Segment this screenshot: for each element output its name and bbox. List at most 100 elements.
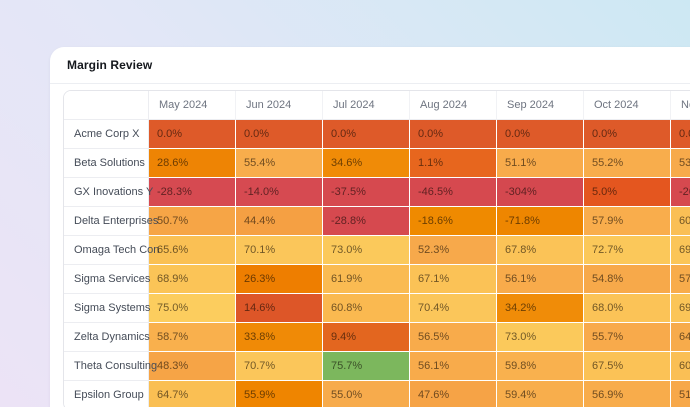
margin-value-cell: 50.7% <box>149 207 236 236</box>
margin-value-cell: 70.4% <box>410 294 497 323</box>
table-row: Zelta Dynamics 58.7% 33.8% 9.4% 56.5% 73.0% 55… <box>64 323 690 352</box>
company-name: Sigma Systems <box>64 294 150 323</box>
margin-value-cell: 52.3% <box>410 236 497 265</box>
margin-value-cell: 60.8% <box>323 294 410 323</box>
company-name: GX Inovations Y <box>64 178 153 207</box>
margin-review-card: Margin Review May 2024 Jun 2024 <box>50 47 690 407</box>
margin-value-cell: 0.0% <box>323 120 410 149</box>
margin-value-cell: 0.0% <box>497 120 584 149</box>
table-row: Epsilon Group 64.7% 55.9% 55.0% 47.6% 59.4% 56… <box>64 381 690 407</box>
margin-value-cell: -304% <box>497 178 584 207</box>
margin-value-cell: 14.6% <box>236 294 323 323</box>
table-row: Sigma Systems 75.0% 14.6% 60.8% 70.4% 34.2% 68… <box>64 294 690 323</box>
header-row: May 2024 Jun 2024 Jul 2024 Aug 2024 Sep … <box>64 91 690 120</box>
margin-value-cell: -71.8% <box>497 207 584 236</box>
margin-value-cell: 73.0% <box>323 236 410 265</box>
column-header-jul: Jul 2024 <box>323 91 410 120</box>
table-row: Acme Corp X0.0%0.0%0.0%0.0%0.0%0.0%0.0 <box>64 120 690 149</box>
company-name: Beta Solutions <box>64 149 149 178</box>
company-name: Zelta Dynamics <box>64 323 150 352</box>
margin-value-cell: 0.0 <box>671 120 690 149</box>
margin-value-cell: 67.1% <box>410 265 497 294</box>
margin-value-cell: 55.0% <box>323 381 410 407</box>
company-name: Theta Consulting <box>64 352 157 381</box>
column-header-nov: Nov 2024 <box>671 91 690 120</box>
margin-value-cell: -14.0% <box>236 178 323 207</box>
margin-value-cell: 75.0% <box>149 294 236 323</box>
margin-value-cell: 34.2% <box>497 294 584 323</box>
margin-value-cell: 69. <box>671 236 690 265</box>
company-name: Delta Enterprises <box>64 207 158 236</box>
corner-cell <box>64 91 149 120</box>
column-header-sep: Sep 2024 <box>497 91 584 120</box>
margin-value-cell: 72.7% <box>584 236 671 265</box>
margin-value-cell: 55.7% <box>584 323 671 352</box>
table-row: Delta Enterprises 50.7% 44.4% -28.8% -18.6% -… <box>64 207 690 236</box>
margin-value-cell: 58.7% <box>149 323 236 352</box>
card-header: Margin Review <box>50 47 690 84</box>
table-row: Omaga Tech Con 65.6% 70.1% 73.0% 52.3% 67.8% 7… <box>64 236 690 265</box>
column-header-oct: Oct 2024 <box>584 91 671 120</box>
margin-value-cell: 51.1% <box>497 149 584 178</box>
table-row: Beta Solutions 28.6% 55.4% 34.6% 1.1% 51.1% 55… <box>64 149 690 178</box>
margin-value-cell: 57.9% <box>584 207 671 236</box>
margin-value-cell: 55.9% <box>236 381 323 407</box>
margin-value-cell: -28.3% <box>149 178 236 207</box>
company-name: Sigma Services <box>64 265 150 294</box>
margin-value-cell: 26.3% <box>236 265 323 294</box>
margin-value-cell: 64.7% <box>149 381 236 407</box>
margin-value-cell: 0.0% <box>236 120 323 149</box>
table-row: GX Inovations Y -28.3% -14.0% -37.5% -46.5% -… <box>64 178 690 207</box>
margin-value-cell: 70.7% <box>236 352 323 381</box>
margin-value-cell: 57. <box>671 265 690 294</box>
margin-value-cell: 34.6% <box>323 149 410 178</box>
margin-value-cell: 67.5% <box>584 352 671 381</box>
table-row: Sigma Services 68.9% 26.3% 61.9% 67.1% 56.1% 5… <box>64 265 690 294</box>
margin-value-cell: 61.9% <box>323 265 410 294</box>
table-frame: May 2024 Jun 2024 Jul 2024 Aug 2024 Sep … <box>63 90 690 407</box>
column-header-aug: Aug 2024 <box>410 91 497 120</box>
column-header-jun: Jun 2024 <box>236 91 323 120</box>
table-body: Acme Corp X0.0%0.0%0.0%0.0%0.0%0.0%0.0Be… <box>64 120 690 407</box>
margin-value-cell: 55.2% <box>584 149 671 178</box>
company-name: Acme Corp X <box>64 120 149 149</box>
margin-value-cell: 60. <box>671 207 690 236</box>
margin-value-cell: 47.6% <box>410 381 497 407</box>
margin-value-cell: 0.0% <box>149 120 236 149</box>
margin-value-cell: 9.4% <box>323 323 410 352</box>
margin-value-cell: 56.5% <box>410 323 497 352</box>
margin-value-cell: 60. <box>671 352 690 381</box>
margin-value-cell: 5.0% <box>584 178 671 207</box>
margin-value-cell: 59.8% <box>497 352 584 381</box>
margin-value-cell: 68.9% <box>149 265 236 294</box>
margin-value-cell: 70.1% <box>236 236 323 265</box>
margin-value-cell: 54.8% <box>584 265 671 294</box>
margin-value-cell: 53. <box>671 149 690 178</box>
margin-value-cell: 28.6% <box>149 149 236 178</box>
margin-value-cell: 69. <box>671 294 690 323</box>
margin-value-cell: -18.6% <box>410 207 497 236</box>
margin-value-cell: 44.4% <box>236 207 323 236</box>
margin-value-cell: 48.3% <box>149 352 236 381</box>
table-row: Theta Consulting 48.3% 70.7% 75.7% 56.1% 59.8… <box>64 352 690 381</box>
margin-value-cell: 56.1% <box>410 352 497 381</box>
margin-value-cell: -28.8% <box>323 207 410 236</box>
margin-value-cell: -37.5% <box>323 178 410 207</box>
company-name: Epsilon Group <box>64 381 149 407</box>
margin-value-cell: 64. <box>671 323 690 352</box>
margin-value-cell: 51. <box>671 381 690 407</box>
company-name: Omaga Tech Con <box>64 236 159 265</box>
margin-value-cell: 73.0% <box>497 323 584 352</box>
margin-value-cell: -26 <box>671 178 690 207</box>
margin-value-cell: 75.7% <box>323 352 410 381</box>
margin-value-cell: 56.9% <box>584 381 671 407</box>
margin-value-cell: -46.5% <box>410 178 497 207</box>
margin-heatmap-table: May 2024 Jun 2024 Jul 2024 Aug 2024 Sep … <box>64 91 690 407</box>
margin-value-cell: 1.1% <box>410 149 497 178</box>
margin-value-cell: 56.1% <box>497 265 584 294</box>
table-area: May 2024 Jun 2024 Jul 2024 Aug 2024 Sep … <box>50 84 690 407</box>
margin-value-cell: 0.0% <box>584 120 671 149</box>
margin-value-cell: 0.0% <box>410 120 497 149</box>
margin-value-cell: 67.8% <box>497 236 584 265</box>
